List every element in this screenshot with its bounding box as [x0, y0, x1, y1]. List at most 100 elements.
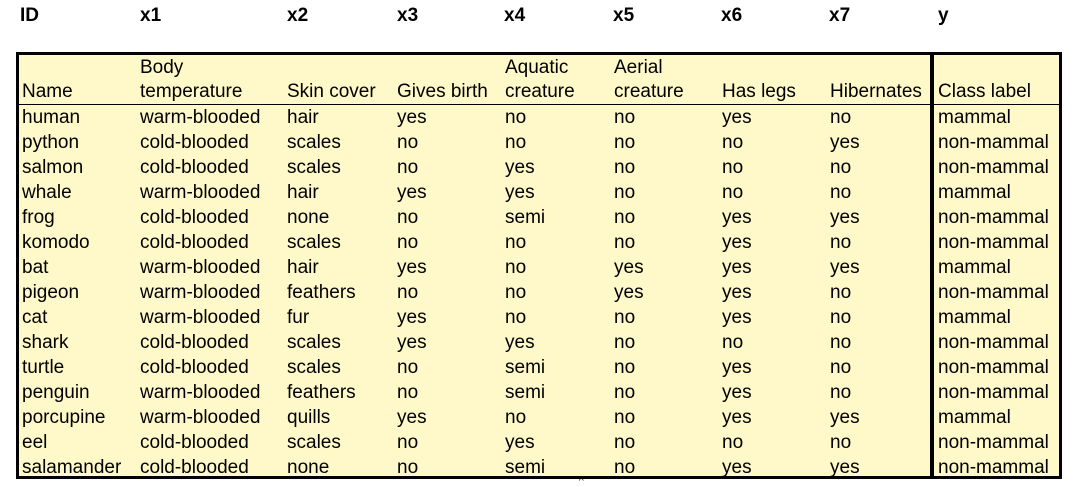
table-cell: no [397, 457, 419, 478]
header-cell-7: Hibernates [830, 55, 922, 104]
header-line: Gives birth [397, 81, 488, 102]
header-cell-4: Aquatic creature [505, 55, 575, 104]
table-cell: non-mammal [938, 282, 1049, 303]
table-cell: hair [287, 257, 319, 278]
table-cell: warm-blooded [140, 182, 261, 203]
table-cell: shark [22, 332, 69, 353]
table-cell: yes [722, 382, 752, 403]
table-cell: yes [397, 407, 427, 428]
table-cell: scales [287, 157, 341, 178]
table-row: whale warm-blooded hair yes yes no no no mammal [19, 180, 1059, 205]
table-cell: warm-blooded [140, 307, 261, 328]
table-cell: yes [830, 257, 860, 278]
table-cell: cold-blooded [140, 232, 249, 253]
table-cell: scales [287, 432, 341, 453]
table-cell: human [22, 107, 81, 128]
header-line: Hibernates [830, 81, 922, 102]
id-cell-5: x5 [613, 5, 635, 26]
table-cell: scales [287, 357, 341, 378]
header-cell-6: Has legs [722, 55, 796, 104]
table-cell: no [722, 132, 744, 153]
table-row: cat warm-blooded fur yes no no yes no mammal [19, 305, 1059, 330]
table-cell: non-mammal [938, 232, 1049, 253]
table-cell: feathers [287, 382, 356, 403]
table-cell: no [830, 282, 852, 303]
table-cell: no [397, 132, 419, 153]
table-cell: none [287, 207, 330, 228]
table-cell: no [830, 157, 852, 178]
table-cell: turtle [22, 357, 65, 378]
table-cell: no [614, 182, 636, 203]
table-cell: non-mammal [938, 157, 1049, 178]
table-cell: cold-blooded [140, 157, 249, 178]
table-row: python cold-blooded scales no no no no yes non-m… [19, 130, 1059, 155]
table-cell: cold-blooded [140, 332, 249, 353]
table-cell: porcupine [22, 407, 106, 428]
table-cell: semi [505, 457, 546, 478]
table-cell: quills [287, 407, 331, 428]
table-cell: no [614, 157, 636, 178]
table-cell: no [830, 307, 852, 328]
table-cell: no [505, 307, 527, 328]
header-cell-5: Aerial creature [614, 55, 684, 104]
table-cell: no [722, 432, 744, 453]
table-cell: no [722, 182, 744, 203]
header-line: creature [505, 81, 575, 102]
table-cell: penguin [22, 382, 90, 403]
table-cell: cat [22, 307, 48, 328]
partial-glyph: ^ [579, 476, 584, 487]
header-cell-3: Gives birth [397, 55, 488, 104]
id-cell-3: x3 [397, 5, 419, 26]
table-cell: yes [614, 282, 644, 303]
table-cell: yes [614, 257, 644, 278]
table-cell: non-mammal [938, 332, 1049, 353]
table-cell: no [614, 207, 636, 228]
table-cell: yes [722, 407, 752, 428]
header-line: Aquatic [505, 57, 569, 78]
table-cell: no [397, 207, 419, 228]
table-row: pigeon warm-blooded feathers no no yes yes no no… [19, 280, 1059, 305]
table-cell: yes [397, 107, 427, 128]
table-cell: non-mammal [938, 382, 1049, 403]
table-cell: no [614, 432, 636, 453]
id-cell-8: y [938, 5, 949, 26]
id-cell-6: x6 [721, 5, 743, 26]
table-cell: warm-blooded [140, 257, 261, 278]
table-cell: no [614, 457, 636, 478]
table-cell: yes [722, 282, 752, 303]
header-cell-0: Name [22, 55, 73, 104]
table-cell: warm-blooded [140, 407, 261, 428]
table-cell: salamander [22, 457, 122, 478]
table-cell: non-mammal [938, 432, 1049, 453]
table-cell: no [722, 332, 744, 353]
table-cell: warm-blooded [140, 382, 261, 403]
table-cell: no [505, 232, 527, 253]
table-cell: no [614, 132, 636, 153]
table-cell: yes [722, 357, 752, 378]
table-cell: pigeon [22, 282, 80, 303]
table-cell: yes [397, 332, 427, 353]
table-cell: yes [505, 432, 535, 453]
header-line: Aerial [614, 57, 663, 78]
table-cell: no [614, 407, 636, 428]
header-line: Body [140, 57, 184, 78]
table-cell: no [614, 382, 636, 403]
table-cell: yes [830, 207, 860, 228]
table-cell: semi [505, 357, 546, 378]
table-cell: no [830, 357, 852, 378]
header-line: Class label [938, 81, 1031, 102]
table-row: bat warm-blooded hair yes no yes yes yes mammal [19, 255, 1059, 280]
table-cell: no [397, 382, 419, 403]
table-cell: yes [505, 182, 535, 203]
table-cell: non-mammal [938, 457, 1049, 478]
table-cell: bat [22, 257, 49, 278]
table-cell: no [505, 107, 527, 128]
table-row: porcupine warm-blooded quills yes no no yes yes… [19, 405, 1059, 430]
table-row: human warm-blooded hair yes no no yes no mammal [19, 105, 1059, 130]
table-cell: whale [22, 182, 72, 203]
header-cell-8: Class label [938, 55, 1031, 104]
table-cell: yes [397, 307, 427, 328]
table-cell: fur [287, 307, 310, 328]
id-row: ID x1 x2 x3 x4 x5 x6 x7 y [0, 4, 1088, 28]
table-cell: yes [505, 157, 535, 178]
